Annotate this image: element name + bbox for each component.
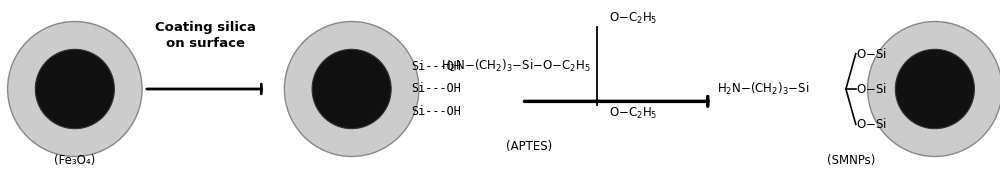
Text: O$-$C$_2$H$_5$: O$-$C$_2$H$_5$ <box>609 106 657 121</box>
Ellipse shape <box>35 49 114 129</box>
Text: O$-$Si: O$-$Si <box>856 82 887 96</box>
Text: (APTES): (APTES) <box>506 140 553 153</box>
Text: H$_2$N$-$(CH$_2$)$_3$$-$Si: H$_2$N$-$(CH$_2$)$_3$$-$Si <box>717 81 810 97</box>
Ellipse shape <box>868 22 1000 156</box>
Text: H$_2$N$-$(CH$_2$)$_3$$-$Si$-$O$-$C$_2$H$_5$: H$_2$N$-$(CH$_2$)$_3$$-$Si$-$O$-$C$_2$H$… <box>441 58 590 74</box>
Text: O$-$Si: O$-$Si <box>856 117 887 131</box>
Text: Si---OH: Si---OH <box>411 82 461 96</box>
Ellipse shape <box>8 22 142 156</box>
Text: O$-$C$_2$H$_5$: O$-$C$_2$H$_5$ <box>609 11 657 26</box>
Ellipse shape <box>284 22 419 156</box>
Ellipse shape <box>895 49 974 129</box>
Text: (Fe₃O₄): (Fe₃O₄) <box>54 154 95 167</box>
Text: O$-$Si: O$-$Si <box>856 47 887 61</box>
Text: (SMNPs): (SMNPs) <box>827 154 875 167</box>
Text: Si---OH: Si---OH <box>411 59 461 73</box>
Text: Coating silica
on surface: Coating silica on surface <box>155 21 256 50</box>
Text: Si---OH: Si---OH <box>411 105 461 119</box>
Ellipse shape <box>312 49 391 129</box>
